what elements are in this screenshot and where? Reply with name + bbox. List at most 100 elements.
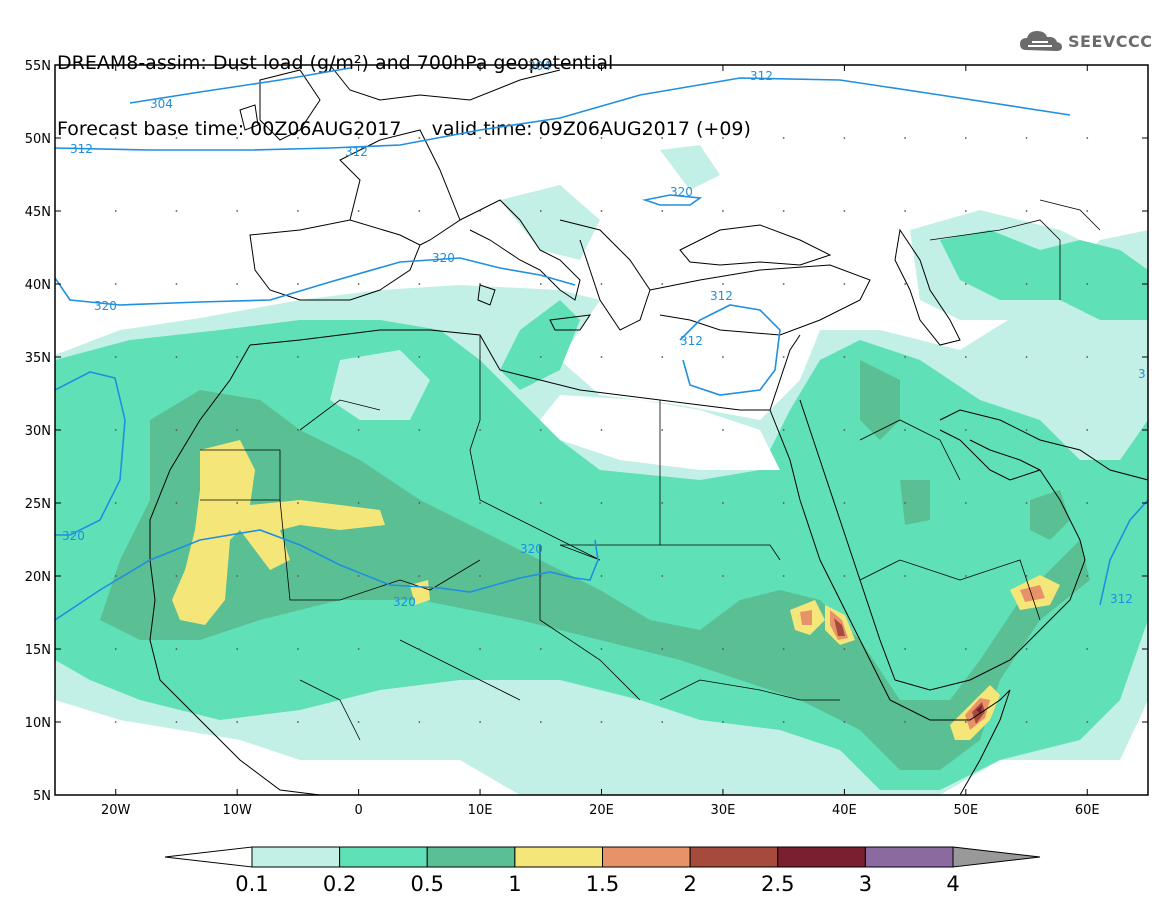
grid-dot xyxy=(357,283,360,285)
grid-dot xyxy=(175,210,178,212)
colorbar-segment xyxy=(689,846,779,868)
lat-label: 15N xyxy=(25,643,51,658)
grid-dot xyxy=(600,283,603,285)
colorbar-segment xyxy=(339,846,428,868)
grid-dot xyxy=(539,502,542,504)
grid-dot xyxy=(722,502,724,504)
lat-label: 50N xyxy=(25,132,51,147)
grid-dot xyxy=(418,210,421,212)
grid-dot xyxy=(964,648,967,650)
grid-dot xyxy=(1086,648,1089,650)
grid-dot xyxy=(843,137,846,139)
grid-dot xyxy=(539,283,542,285)
colorbar-segment xyxy=(164,846,253,868)
grid-dot xyxy=(1086,210,1089,212)
grid-dot xyxy=(600,210,603,212)
grid-dot xyxy=(1086,283,1089,285)
colorbar-segment xyxy=(426,846,516,868)
grid-dot xyxy=(114,648,117,650)
grid-dot xyxy=(418,283,421,285)
title-line-2: Forecast base time: 00Z06AUG2017 valid t… xyxy=(57,118,751,140)
contour-label: 312 xyxy=(750,69,773,83)
colorbar-label: 2 xyxy=(683,872,696,896)
grid-dot xyxy=(236,283,239,285)
grid-dot xyxy=(904,210,907,212)
grid-dot xyxy=(114,356,117,358)
grid-dot xyxy=(479,502,481,504)
grid-dot xyxy=(843,356,846,358)
lon-label: 0 xyxy=(354,803,362,818)
contour-label: 3 xyxy=(1138,367,1146,381)
grid-dot xyxy=(782,210,785,212)
grid-dot xyxy=(964,575,967,577)
grid-dot xyxy=(600,648,603,650)
contour-labels: 304 304 312 312 312 320 320 320 320 320 … xyxy=(62,59,1146,609)
grid-dot xyxy=(357,137,360,139)
grid-dot xyxy=(1025,721,1028,723)
contour-label: 304 xyxy=(528,59,551,73)
grid-dot xyxy=(175,429,178,431)
grid-dot xyxy=(236,210,239,212)
grid-dot xyxy=(175,356,178,358)
grid-dot xyxy=(236,648,239,650)
grid-dot xyxy=(175,575,178,577)
grid-dot xyxy=(661,210,664,212)
chart-title: DREAM8-assim: Dust load (g/m²) and 700hP… xyxy=(57,8,751,162)
grid-dot xyxy=(904,575,907,577)
grid-dot xyxy=(539,210,542,212)
lon-label: 20W xyxy=(101,803,131,818)
lon-label: 40E xyxy=(832,803,857,818)
grid-dot xyxy=(782,429,785,431)
lon-label: 10E xyxy=(468,803,493,818)
grid-dot xyxy=(296,429,299,431)
grid-dot xyxy=(600,502,603,504)
lat-label: 40N xyxy=(25,278,51,293)
lon-label: 60E xyxy=(1075,803,1100,818)
grid-dot xyxy=(479,575,481,577)
grid-dot xyxy=(175,502,178,504)
grid-dot xyxy=(539,648,542,650)
grid-dot xyxy=(904,429,907,431)
contour-label: 312 xyxy=(345,145,368,159)
grid-dot xyxy=(782,648,785,650)
contour-label: 312 xyxy=(710,289,733,303)
grid-dot xyxy=(175,137,178,139)
grid-dot xyxy=(357,575,360,577)
lon-label: 20E xyxy=(589,803,614,818)
dust-level-1 xyxy=(172,440,385,625)
grid-dot xyxy=(236,137,239,139)
grid-dot xyxy=(175,283,178,285)
grid-dot xyxy=(357,210,360,212)
grid-dot xyxy=(296,283,299,285)
grid-dot xyxy=(236,721,239,723)
lat-label: 55N xyxy=(25,59,51,74)
grid-dot xyxy=(175,721,178,723)
grid-dot xyxy=(418,502,421,504)
grid-dot xyxy=(722,283,724,285)
colorbar-segment xyxy=(251,846,341,868)
grid-dot xyxy=(357,502,360,504)
logo: SEEVCCC xyxy=(1018,26,1153,56)
grid-dot xyxy=(722,429,724,431)
grid-dot xyxy=(114,283,117,285)
grid-dot xyxy=(843,429,846,431)
grid-dot xyxy=(418,575,421,577)
grid-dot xyxy=(722,210,724,212)
grid-dot xyxy=(661,356,664,358)
grid-dot xyxy=(114,721,117,723)
grid-dot xyxy=(114,502,117,504)
lat-label: 5N xyxy=(33,789,51,804)
colorbar-label: 0.2 xyxy=(323,872,356,896)
grid-dot xyxy=(357,356,360,358)
colorbar-segment xyxy=(864,846,954,868)
grid-dot xyxy=(843,210,846,212)
grid-dot xyxy=(479,137,481,139)
grid-dot xyxy=(964,429,967,431)
grid-dot xyxy=(964,721,967,723)
grid-dot xyxy=(114,429,117,431)
dust-level-0.5 xyxy=(100,390,1090,770)
contour-label: 320 xyxy=(62,529,85,543)
grid-dot xyxy=(418,648,421,650)
grid-dot xyxy=(904,283,907,285)
grid-dot xyxy=(904,721,907,723)
